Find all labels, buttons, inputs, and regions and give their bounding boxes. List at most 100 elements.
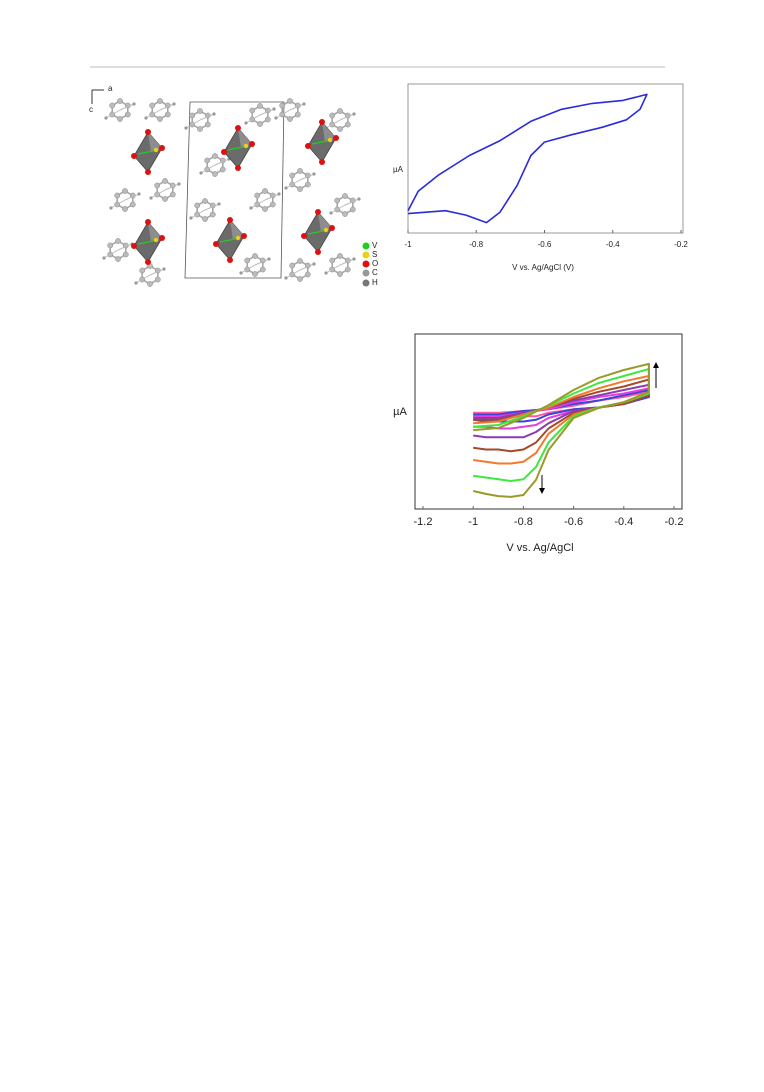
x-tick-label: -1: [404, 240, 412, 249]
bond: [285, 269, 301, 279]
atom: [301, 233, 307, 239]
atom: [294, 111, 301, 118]
bond: [254, 258, 270, 266]
atom: [257, 121, 263, 127]
atom: [184, 126, 188, 130]
legend-dot: [362, 269, 370, 277]
legend-label: V: [372, 241, 378, 250]
atom: [117, 116, 123, 122]
legend-dot: [362, 260, 370, 268]
octahedron-face: [322, 122, 336, 142]
bond: [339, 258, 355, 266]
atom: [169, 191, 176, 198]
atom: [333, 135, 339, 141]
x-tick-label: -0.8: [469, 240, 483, 249]
octahedron-face: [230, 220, 244, 240]
bond: [240, 264, 256, 274]
atom: [252, 271, 258, 277]
trend-arrow-head: [539, 488, 545, 494]
trend-arrow-head: [653, 362, 659, 368]
atom: [212, 153, 218, 159]
octahedron-face: [148, 222, 162, 242]
atom: [352, 257, 356, 261]
atom: [357, 197, 361, 201]
y-axis-label: µA: [393, 406, 407, 418]
atom: [344, 121, 351, 128]
atom: [145, 129, 151, 135]
atom: [315, 209, 321, 215]
atom: [297, 258, 303, 264]
atom: [157, 98, 163, 104]
atom: [204, 121, 211, 128]
atom: [202, 216, 208, 222]
bond: [117, 243, 133, 251]
legend-dot: [362, 242, 370, 250]
atom: [337, 271, 343, 277]
atom: [114, 192, 121, 199]
x-tick-label: -1: [468, 516, 478, 528]
atom: [284, 186, 288, 190]
atom: [139, 267, 146, 274]
octahedron-face: [318, 212, 332, 232]
atom: [115, 256, 121, 262]
atom: [297, 168, 303, 174]
axis-label: a: [108, 84, 113, 93]
atom: [349, 206, 356, 213]
atom-legend: V S O C H: [362, 241, 378, 287]
bond: [103, 249, 119, 259]
atom: [342, 193, 348, 199]
bond: [185, 119, 201, 129]
atom: [154, 182, 161, 189]
atom: [289, 262, 296, 269]
bond: [325, 119, 341, 129]
atom: [131, 243, 137, 249]
atom: [327, 137, 333, 143]
atom: [219, 166, 226, 173]
atom: [262, 206, 268, 212]
atom: [312, 262, 316, 266]
atom: [115, 238, 121, 244]
atom: [154, 276, 161, 283]
atom: [131, 153, 137, 159]
x-tick-label: -0.6: [564, 516, 583, 528]
atom: [235, 235, 241, 241]
x-tick-label: -0.8: [514, 516, 533, 528]
unit-cell: [184, 101, 285, 279]
bond: [259, 108, 275, 116]
x-tick-label: -0.4: [614, 516, 633, 528]
legend-label: O: [372, 259, 378, 268]
bond: [110, 199, 126, 209]
octahedron-face: [238, 128, 252, 148]
atom: [134, 281, 138, 285]
bond: [344, 198, 360, 206]
bond: [199, 113, 215, 121]
bond: [299, 173, 315, 181]
bond: [214, 158, 230, 166]
cv-curve: [407, 93, 648, 224]
atom: [304, 181, 311, 188]
cv-curve: [472, 362, 650, 498]
atom: [107, 242, 114, 249]
atom: [337, 126, 343, 132]
atom: [319, 159, 325, 165]
octahedron-face: [148, 132, 162, 152]
atom: [267, 257, 271, 261]
bond: [149, 268, 165, 276]
atom: [159, 235, 165, 241]
bond: [264, 193, 280, 201]
legend-dot: [362, 279, 370, 287]
atom: [297, 186, 303, 192]
atom: [212, 171, 218, 177]
atom: [213, 241, 219, 247]
legend-dot: [362, 251, 370, 259]
atom: [277, 192, 281, 196]
atom: [329, 257, 336, 264]
atom: [189, 112, 196, 119]
atom: [221, 149, 227, 155]
bond: [204, 203, 220, 211]
x-tick-label: -1.2: [414, 516, 433, 528]
atom: [145, 169, 151, 175]
atom: [199, 171, 203, 175]
bond: [330, 204, 346, 214]
